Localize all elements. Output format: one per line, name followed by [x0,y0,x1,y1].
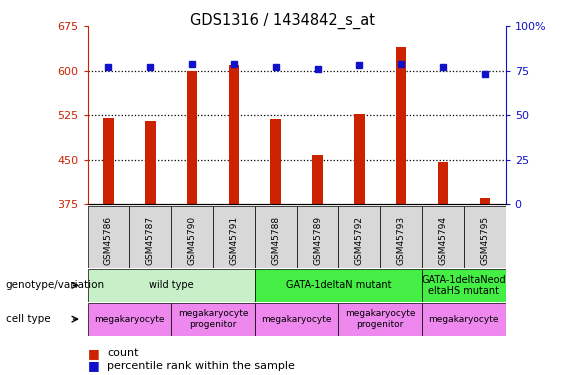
Text: GSM45787: GSM45787 [146,216,155,265]
Bar [338,206,380,268]
Text: ■: ■ [88,359,99,372]
Text: percentile rank within the sample: percentile rank within the sample [107,361,295,370]
Bar [297,206,338,268]
Text: megakaryocyte
progenitor: megakaryocyte progenitor [345,309,415,329]
Bar [255,206,297,268]
Bar [229,65,239,204]
Text: GSM45791: GSM45791 [229,216,238,265]
Bar [103,118,114,204]
Text: cell type: cell type [6,314,50,324]
Text: GDS1316 / 1434842_s_at: GDS1316 / 1434842_s_at [190,13,375,29]
Bar [396,47,406,204]
Text: GSM45795: GSM45795 [480,216,489,265]
Text: genotype/variation: genotype/variation [6,280,105,290]
Bar [255,269,422,302]
Text: GSM45788: GSM45788 [271,216,280,265]
Bar [338,303,422,336]
Bar [88,303,171,336]
Text: GSM45792: GSM45792 [355,216,364,264]
Text: megakaryocyte
progenitor: megakaryocyte progenitor [178,309,248,329]
Bar [171,206,213,268]
Text: megakaryocyte: megakaryocyte [429,315,499,324]
Bar [129,206,171,268]
Text: GSM45794: GSM45794 [438,216,447,264]
Bar [438,162,448,204]
Text: wild type: wild type [149,280,193,290]
Text: GSM45793: GSM45793 [397,216,406,265]
Text: GSM45789: GSM45789 [313,216,322,265]
Text: GSM45790: GSM45790 [188,216,197,265]
Text: count: count [107,348,139,358]
Text: GSM45786: GSM45786 [104,216,113,265]
Text: GATA-1deltaN mutant: GATA-1deltaN mutant [286,280,391,290]
Bar [213,206,255,268]
Text: megakaryocyte: megakaryocyte [94,315,164,324]
Bar [422,206,464,268]
Bar [480,198,490,204]
Bar [271,120,281,204]
Bar [380,206,422,268]
Bar [171,303,255,336]
Bar [88,269,255,302]
Bar [422,303,506,336]
Text: GATA-1deltaNeod
eltaHS mutant: GATA-1deltaNeod eltaHS mutant [421,274,506,296]
Bar [464,206,506,268]
Bar [354,114,364,204]
Bar [187,71,197,204]
Bar [312,155,323,204]
Bar [255,303,338,336]
Bar [145,121,155,204]
Bar [88,206,129,268]
Text: ■: ■ [88,347,99,360]
Bar [422,269,506,302]
Text: megakaryocyte: megakaryocyte [262,315,332,324]
